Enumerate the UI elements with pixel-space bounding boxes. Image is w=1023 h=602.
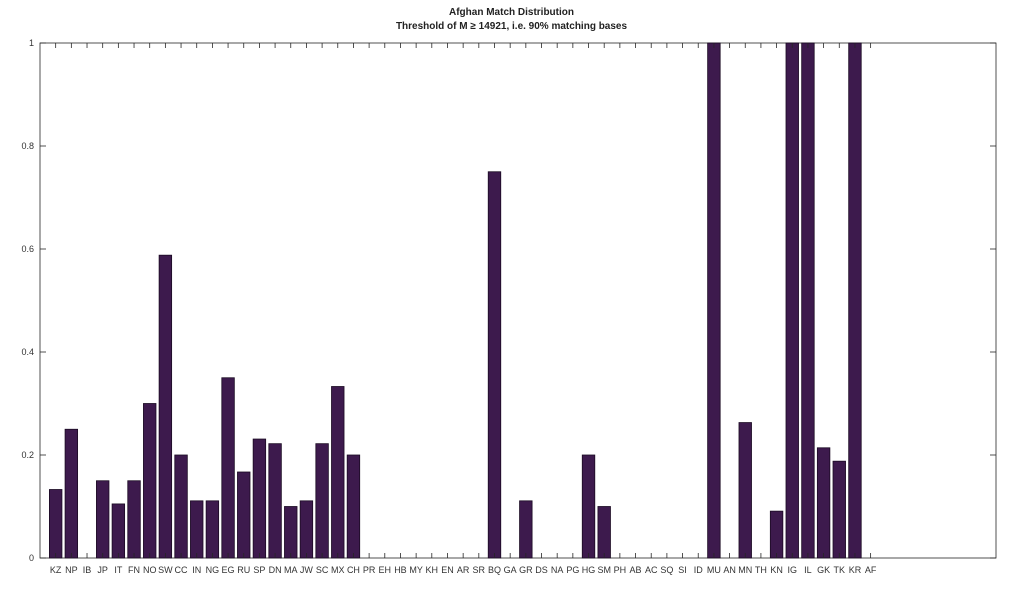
x-tick-label-na: NA [551,565,564,575]
bar-no [143,403,157,559]
x-tick-label-sc: SC [316,565,329,575]
bar-cc [174,454,188,559]
bar-dn [268,443,282,559]
x-tick-label-ds: DS [535,565,548,575]
x-tick-label-fn: FN [128,565,140,575]
bar-gr [519,500,533,559]
x-tick-label-id: ID [694,565,704,575]
x-tick-label-an: AN [723,565,736,575]
x-tick-label-eg: EG [222,565,235,575]
x-tick-label-th: TH [755,565,767,575]
x-tick-label-tk: TK [834,565,846,575]
bar-jp [96,480,110,559]
bar-eg [221,377,235,559]
x-tick-label-hb: HB [394,565,407,575]
x-tick-label-ma: MA [284,565,298,575]
bar-kr [848,42,862,559]
x-tick-label-kz: KZ [50,565,62,575]
x-tick-label-ib: IB [83,565,92,575]
x-tick-label-jw: JW [300,565,314,575]
x-tick-label-mn: MN [738,565,752,575]
x-tick-label-jp: JP [97,565,108,575]
bar-sp [252,438,267,559]
x-tick-label-mx: MX [331,565,345,575]
bar-jw [299,500,314,559]
bar-hg [581,454,596,559]
y-tick-label: 0.2 [21,450,34,460]
bar-mx [331,386,345,559]
bar-ig [785,42,799,559]
x-tick-label-sm: SM [597,565,611,575]
y-tick-label: 1 [29,38,34,48]
x-tick-label-ru: RU [237,565,250,575]
bar-tk [832,460,846,559]
x-tick-label-bq: BQ [488,565,501,575]
bar-kz [49,489,63,559]
bar-mu [707,42,721,559]
x-tick-label-ac: AC [645,565,658,575]
x-tick-label-ch: CH [347,565,360,575]
x-tick-label-kh: KH [426,565,439,575]
x-tick-label-si: SI [678,565,687,575]
y-tick-label: 0.8 [21,141,34,151]
x-tick-label-in: IN [192,565,201,575]
x-tick-label-ar: AR [457,565,470,575]
bar-ch [346,454,361,559]
x-tick-label-ig: IG [788,565,798,575]
x-tick-label-sp: SP [253,565,265,575]
y-tick-label: 0 [29,553,34,563]
x-tick-label-af: AF [865,565,877,575]
bar-fn [127,480,141,559]
chart-subtitle: Threshold of M ≥ 14921, i.e. 90% matchin… [395,21,628,32]
x-tick-label-ph: PH [614,565,627,575]
bar-ng [205,500,220,559]
x-tick-label-it: IT [114,565,123,575]
x-tick-label-np: NP [65,565,78,575]
bar-sw [158,254,173,559]
x-tick-label-dn: DN [269,565,282,575]
x-tick-label-sr: SR [473,565,486,575]
bar-it [111,503,126,559]
x-tick-label-eh: EH [379,565,392,575]
x-tick-label-gk: GK [817,565,830,575]
x-tick-label-kn: KN [770,565,783,575]
bar-bq [487,171,502,559]
x-tick-label-ab: AB [630,565,642,575]
bar-in [190,500,204,559]
x-tick-label-hg: HG [582,565,596,575]
bar-ma [284,506,298,559]
y-tick-label: 0.6 [21,244,34,254]
bar-il [801,42,815,559]
x-tick-label-ng: NG [206,565,220,575]
bar-np [64,428,79,559]
bar-mn [738,422,752,559]
x-tick-label-pg: PG [566,565,579,575]
y-tick-label: 0.4 [21,347,34,357]
x-tick-label-gr: GR [519,565,533,575]
bar-kn [769,510,784,559]
x-tick-label-my: MY [409,565,423,575]
bar-ru [237,471,251,559]
x-tick-label-en: EN [441,565,454,575]
x-tick-label-sw: SW [158,565,173,575]
chart-title: Afghan Match Distribution [449,7,574,18]
x-tick-label-no: NO [143,565,157,575]
x-tick-label-pr: PR [363,565,376,575]
x-tick-label-mu: MU [707,565,721,575]
x-tick-label-ga: GA [504,565,517,575]
bar-sm [597,506,611,559]
x-tick-label-cc: CC [175,565,188,575]
x-tick-label-kr: KR [849,565,862,575]
x-tick-label-sq: SQ [660,565,673,575]
x-tick-label-il: IL [804,565,812,575]
bar-sc [315,443,329,559]
bar-gk [816,447,831,559]
